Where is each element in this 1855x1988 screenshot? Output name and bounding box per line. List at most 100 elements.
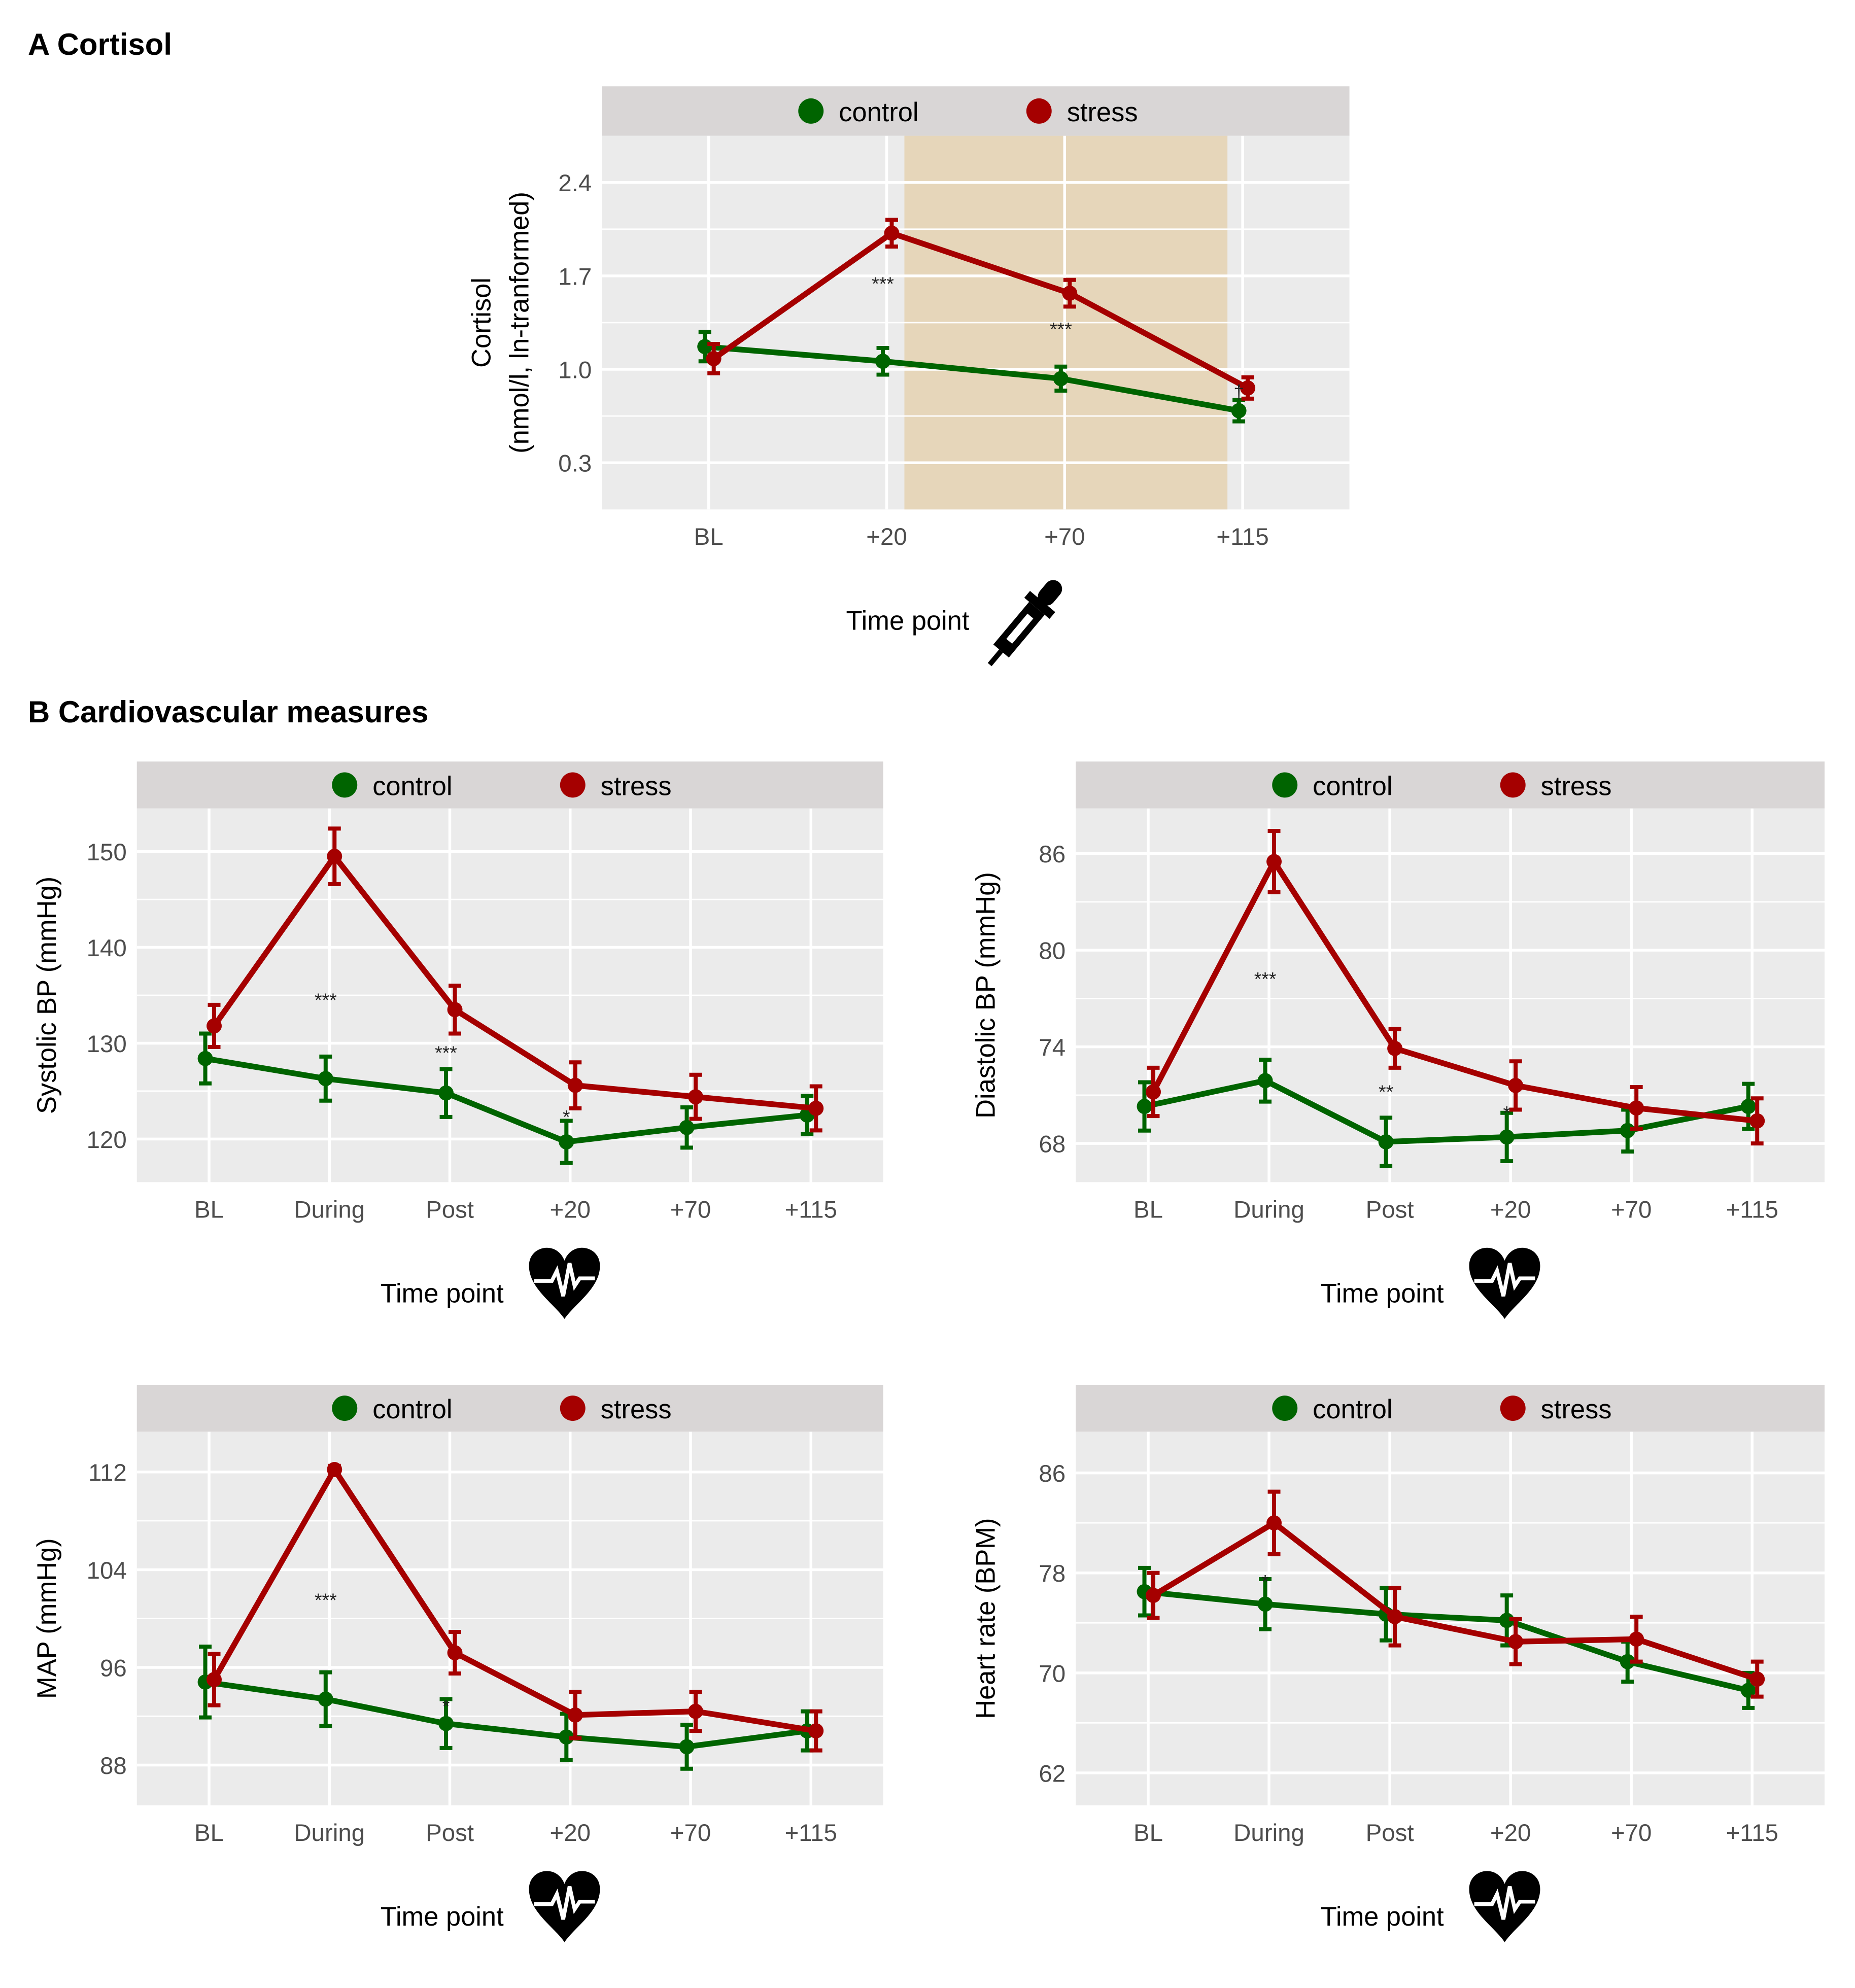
- data-point-stress: [1508, 1077, 1524, 1093]
- significance-label: ***: [1254, 968, 1277, 990]
- section-title-b: B Cardiovascular measures: [28, 695, 428, 729]
- y-tick-label: 150: [87, 839, 127, 866]
- data-point-stress: [1240, 380, 1256, 396]
- significance-label: *: [1503, 1102, 1510, 1123]
- y-axis-title: (nmol/l, ln-tranformed): [505, 192, 534, 454]
- x-tick-label: +115: [1216, 524, 1268, 550]
- data-point-stress: [447, 1645, 463, 1661]
- x-tick-label: +115: [785, 1820, 837, 1846]
- x-tick-label: During: [1233, 1820, 1304, 1846]
- significance-label: **: [1379, 1081, 1393, 1102]
- data-point-control: [1620, 1123, 1635, 1138]
- data-point-stress: [688, 1089, 703, 1105]
- y-tick-label: 104: [87, 1557, 127, 1584]
- y-tick-label: 74: [1039, 1034, 1066, 1061]
- y-tick-label: 86: [1039, 841, 1066, 868]
- x-tick-label: BL: [194, 1196, 224, 1223]
- data-point-control: [197, 1051, 213, 1066]
- x-tick-label: +70: [670, 1196, 711, 1223]
- x-axis-title: Time point: [381, 1279, 504, 1309]
- data-point-stress: [1629, 1631, 1644, 1647]
- data-point-stress: [327, 1461, 342, 1477]
- y-tick-label: 96: [100, 1655, 127, 1682]
- data-point-stress: [447, 1002, 463, 1018]
- legend-key-stress: [560, 1396, 586, 1421]
- heart-rate-icon: [529, 1248, 600, 1319]
- y-tick-label: 68: [1039, 1131, 1066, 1158]
- data-point-control: [1740, 1683, 1756, 1698]
- legend-strip: [1076, 1384, 1825, 1432]
- x-axis-title: Time point: [1321, 1902, 1444, 1932]
- legend-key-control: [798, 98, 824, 124]
- x-tick-label: BL: [194, 1820, 224, 1846]
- data-point-stress: [1266, 1515, 1282, 1531]
- x-tick-label: +20: [550, 1196, 591, 1223]
- legend-key-stress: [1500, 772, 1526, 798]
- heart-rate-icon: [1469, 1871, 1540, 1942]
- y-tick-label: 130: [87, 1031, 127, 1058]
- data-point-stress: [1629, 1100, 1644, 1116]
- data-point-stress: [808, 1100, 824, 1116]
- x-tick-label: +20: [1490, 1820, 1531, 1846]
- y-tick-label: 80: [1039, 938, 1066, 965]
- y-tick-label: 112: [88, 1459, 127, 1486]
- series-line-control: [704, 343, 1240, 414]
- chart-diastolic: 68 74 80 86 BL During Post +20 +70 +115 control str…: [971, 761, 1825, 1319]
- x-tick-label: During: [294, 1820, 365, 1846]
- data-point-stress: [1508, 1634, 1524, 1650]
- significance-label: *: [442, 1695, 450, 1717]
- data-point-stress: [1146, 1084, 1161, 1100]
- y-tick-label: 78: [1039, 1560, 1066, 1587]
- x-tick-label: +20: [866, 524, 907, 550]
- x-axis-title: Time point: [381, 1902, 504, 1932]
- data-point-control: [1053, 371, 1069, 387]
- y-tick-label: 62: [1039, 1760, 1066, 1787]
- data-point-stress: [808, 1723, 824, 1739]
- chart-systolic: 120 130 140 150 BL During Post +20 +70 +115 contro…: [32, 761, 883, 1319]
- significance-label: †: [1233, 381, 1244, 402]
- y-tick-label: 1.0: [558, 357, 592, 384]
- legend-label-control: control: [372, 1395, 452, 1424]
- data-point-control: [438, 1085, 454, 1101]
- series-line-stress: [712, 230, 1249, 391]
- data-point-control: [438, 1716, 454, 1731]
- legend-label-stress: stress: [601, 772, 672, 801]
- x-tick-label: BL: [1133, 1196, 1163, 1223]
- legend-strip: [1076, 761, 1825, 809]
- series-line-stress: [212, 1464, 817, 1734]
- x-tick-label: +70: [1044, 524, 1085, 550]
- data-point-stress: [327, 849, 342, 864]
- legend-key-control: [1272, 1396, 1298, 1421]
- data-point-stress: [884, 225, 900, 241]
- significance-label: *: [563, 1106, 570, 1127]
- y-tick-label: 120: [87, 1127, 127, 1154]
- data-point-control: [1137, 1099, 1152, 1114]
- significance-label: ***: [315, 1589, 337, 1611]
- chart-map: 88 96 104 112 BL During Post +20 +70 +115 control s…: [32, 1384, 883, 1942]
- data-point-stress: [688, 1703, 703, 1719]
- data-point-stress: [207, 1018, 222, 1034]
- data-point-control: [1620, 1654, 1635, 1669]
- data-point-control: [1257, 1073, 1273, 1089]
- significance-label: ***: [435, 1042, 457, 1063]
- dropper-icon: [977, 571, 1072, 676]
- data-point-stress: [1387, 1609, 1403, 1624]
- significance-label: ***: [315, 989, 337, 1010]
- series-line-control: [1144, 1589, 1749, 1693]
- y-tick-label: 88: [100, 1753, 127, 1780]
- data-point-control: [1231, 403, 1247, 418]
- data-point-stress: [1062, 286, 1078, 301]
- data-point-control: [559, 1729, 574, 1745]
- legend-key-control: [1272, 772, 1298, 798]
- x-axis-title: Time point: [1321, 1279, 1444, 1309]
- heart-rate-icon: [1469, 1248, 1540, 1319]
- data-point-stress: [567, 1707, 583, 1723]
- legend-label-control: control: [1313, 1395, 1392, 1424]
- data-point-control: [318, 1071, 333, 1087]
- data-point-stress: [1387, 1040, 1403, 1056]
- heart-rate-icon: [529, 1871, 600, 1942]
- x-tick-label: BL: [694, 524, 724, 550]
- series-line-stress: [1152, 1519, 1758, 1682]
- data-point-control: [318, 1691, 333, 1707]
- series-line-control: [204, 1056, 808, 1145]
